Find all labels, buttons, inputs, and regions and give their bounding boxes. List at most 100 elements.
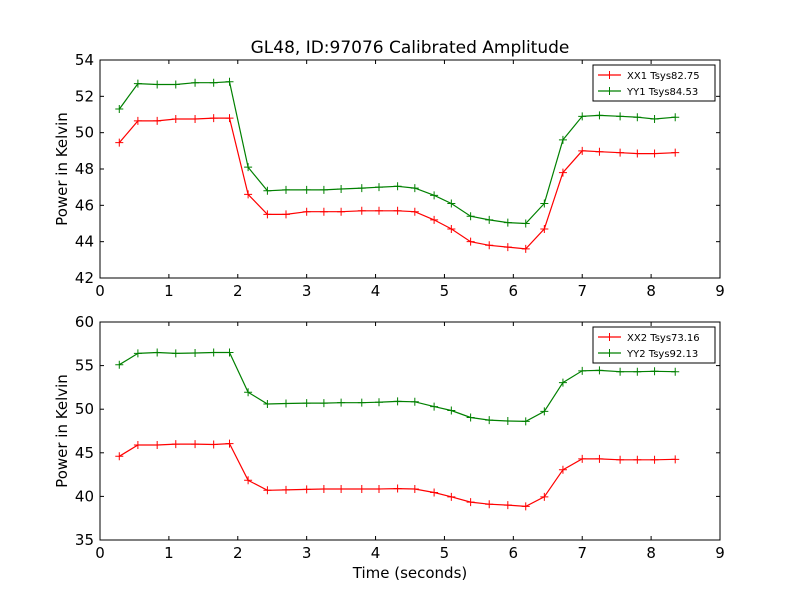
data-point bbox=[633, 367, 642, 376]
y-tick-label: 45 bbox=[75, 444, 94, 462]
data-point bbox=[430, 402, 439, 411]
data-point bbox=[337, 484, 346, 493]
data-point bbox=[357, 398, 366, 407]
y-tick-label: 52 bbox=[75, 87, 94, 105]
data-point bbox=[263, 210, 272, 219]
data-point bbox=[319, 399, 328, 408]
data-point bbox=[209, 440, 218, 449]
data-point bbox=[115, 360, 124, 369]
legend-marker bbox=[605, 87, 614, 95]
data-point bbox=[521, 502, 530, 511]
data-point bbox=[430, 191, 439, 200]
data-point bbox=[171, 115, 180, 124]
legend: XX2 Tsys73.16 YY2 Tsys92.13 bbox=[592, 326, 716, 364]
data-point bbox=[633, 455, 642, 464]
data-point bbox=[430, 215, 439, 224]
data-point bbox=[319, 207, 328, 216]
data-point bbox=[558, 378, 567, 387]
data-point bbox=[153, 80, 162, 89]
data-point bbox=[616, 455, 625, 464]
data-point bbox=[225, 439, 234, 448]
data-point bbox=[209, 78, 218, 87]
data-point bbox=[540, 492, 549, 501]
data-point bbox=[410, 397, 419, 406]
y-tick-label: 42 bbox=[75, 269, 94, 287]
data-point bbox=[410, 484, 419, 493]
data-point bbox=[337, 184, 346, 193]
data-point bbox=[595, 147, 604, 156]
x-tick-label: 0 bbox=[95, 544, 105, 562]
data-point bbox=[191, 348, 200, 357]
legend-marker bbox=[605, 333, 614, 341]
data-point bbox=[503, 501, 512, 510]
data-point bbox=[430, 488, 439, 497]
data-point bbox=[503, 416, 512, 425]
legend-frame bbox=[592, 326, 716, 364]
data-point bbox=[410, 184, 419, 193]
data-point bbox=[153, 116, 162, 125]
data-point bbox=[485, 416, 494, 425]
data-point bbox=[650, 149, 659, 158]
data-point bbox=[578, 146, 587, 155]
data-point bbox=[263, 186, 272, 195]
data-point bbox=[393, 397, 402, 406]
data-point bbox=[133, 116, 142, 125]
data-point bbox=[153, 348, 162, 357]
y-tick-label: 40 bbox=[75, 487, 94, 505]
data-point bbox=[595, 111, 604, 120]
data-point bbox=[558, 135, 567, 144]
x-tick-label: 5 bbox=[440, 282, 450, 300]
x-tick-label: 0 bbox=[95, 282, 105, 300]
data-point bbox=[302, 485, 311, 494]
y-tick-label: 60 bbox=[75, 313, 94, 331]
x-tick-label: 2 bbox=[233, 544, 243, 562]
y-tick-label: 50 bbox=[75, 400, 94, 418]
data-point bbox=[375, 183, 383, 192]
data-point bbox=[503, 218, 512, 227]
data-point bbox=[244, 163, 253, 172]
data-point bbox=[633, 113, 642, 122]
data-point bbox=[578, 112, 587, 121]
y-axis-label: Power in Kelvin bbox=[53, 374, 71, 488]
data-point bbox=[209, 348, 218, 357]
x-tick-label: 7 bbox=[577, 282, 587, 300]
data-point bbox=[485, 241, 494, 250]
x-tick-label: 5 bbox=[440, 544, 450, 562]
data-point bbox=[302, 207, 311, 216]
data-point bbox=[578, 366, 587, 375]
axes-frame bbox=[99, 321, 721, 541]
data-point bbox=[209, 114, 218, 123]
x-tick-label: 6 bbox=[509, 544, 519, 562]
data-point bbox=[558, 168, 567, 177]
data-point bbox=[578, 454, 587, 463]
data-point bbox=[447, 224, 456, 233]
data-point bbox=[133, 349, 142, 358]
data-point bbox=[540, 407, 549, 416]
legend-label: XX2 Tsys73.16 bbox=[627, 333, 700, 344]
x-tick-label: 4 bbox=[371, 282, 381, 300]
data-point bbox=[319, 484, 328, 493]
chart-title: GL48, ID:97076 Calibrated Amplitude bbox=[251, 38, 570, 58]
x-tick-label: 3 bbox=[302, 282, 312, 300]
data-point bbox=[282, 210, 290, 219]
series-line bbox=[118, 81, 676, 225]
x-axis-label: Time (seconds) bbox=[352, 564, 468, 582]
y-axis-label: Power in Kelvin bbox=[53, 112, 71, 226]
data-point bbox=[521, 219, 530, 228]
y-tick-label: 44 bbox=[75, 233, 94, 251]
data-point bbox=[357, 206, 366, 215]
data-point bbox=[671, 455, 680, 464]
data-point bbox=[633, 149, 642, 158]
data-point bbox=[191, 440, 200, 449]
subplot-top: 0 1 2 3 4 5 6 7 8 9 42 44 46 48 50 52 54 Power in Kelvin X… bbox=[53, 51, 725, 300]
data-point bbox=[558, 465, 567, 474]
data-point bbox=[540, 199, 549, 208]
data-point bbox=[521, 244, 530, 253]
data-point bbox=[503, 243, 512, 252]
data-point bbox=[133, 440, 142, 449]
data-point bbox=[244, 190, 253, 199]
x-tick-label: 1 bbox=[164, 544, 174, 562]
data-point bbox=[671, 113, 680, 122]
data-point bbox=[466, 237, 475, 246]
data-point bbox=[263, 399, 272, 408]
